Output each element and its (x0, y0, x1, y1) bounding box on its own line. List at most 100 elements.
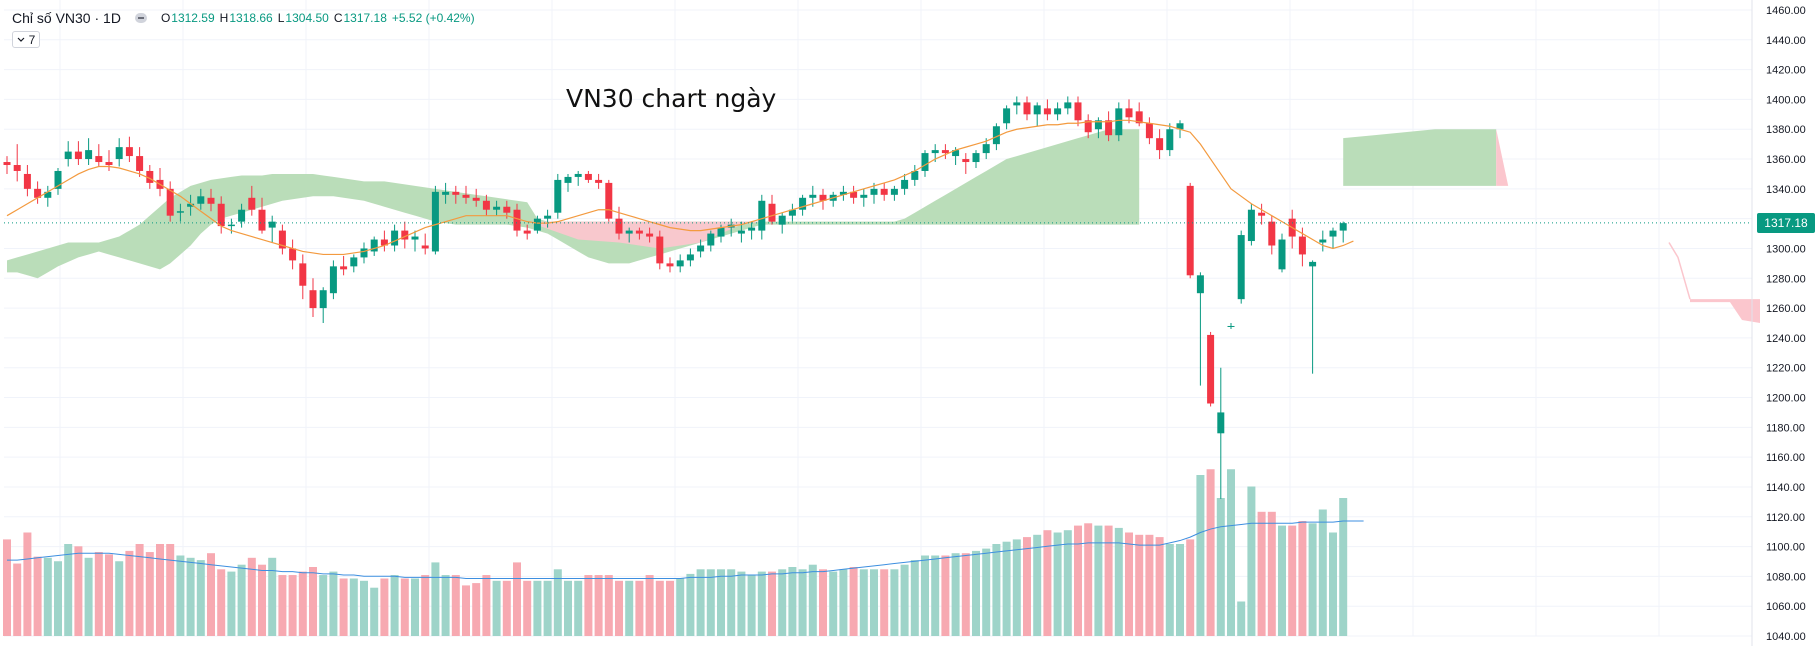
candle-body (1145, 123, 1153, 139)
candle-body (1278, 239, 1286, 270)
candle-body (278, 230, 286, 249)
candle-body (1258, 212, 1266, 216)
candle-body (952, 150, 960, 157)
candle-body (788, 209, 796, 216)
volume-bar (1257, 511, 1266, 636)
candle-body (452, 191, 460, 195)
grid (4, 0, 1752, 637)
volume-bar (757, 571, 766, 636)
candle-body (207, 197, 215, 204)
volume-bar (329, 571, 338, 636)
change-value: +5.52 (+0.42%) (391, 11, 475, 25)
volume-bar (564, 580, 572, 636)
candle-body (748, 227, 756, 231)
y-tick-label: 1240.00 (1766, 333, 1806, 345)
volume-bar (360, 580, 368, 636)
ma-polyline (6, 119, 1354, 256)
symbol-title[interactable]: Chỉ số VN30 · 1D (12, 10, 121, 26)
candle-body (717, 227, 725, 237)
volume-bar (727, 569, 736, 636)
y-tick-label: 1340.00 (1766, 184, 1806, 196)
minus-icon[interactable] (134, 13, 147, 23)
candle-body (1064, 102, 1072, 109)
candle-body (625, 230, 633, 234)
candle-body (64, 151, 72, 160)
candle-body (136, 156, 144, 171)
last-price-label: 1317.18 (1757, 213, 1815, 233)
y-tick-label: 1200.00 (1766, 393, 1806, 405)
ichimoku-cloud (7, 129, 1760, 323)
open-value: 1312.59 (171, 11, 215, 25)
candle-body (941, 150, 949, 154)
volume-bar (798, 569, 807, 636)
candle-body (921, 153, 929, 171)
volume-bar (982, 548, 991, 636)
high-label: H (219, 11, 229, 25)
volume-bar (451, 575, 460, 636)
volume-bar (217, 569, 226, 636)
candle-body (1319, 239, 1327, 243)
moving-average-line (6, 119, 1354, 256)
volume-bar (13, 563, 22, 636)
volume-bar (1165, 544, 1174, 636)
volume-bar (298, 571, 307, 636)
close-label: C (333, 11, 343, 25)
candle-body (860, 194, 868, 198)
cloud-bull-area (7, 129, 1140, 279)
volume-ma-line (7, 520, 1364, 579)
volume-bar (1206, 469, 1215, 636)
volume-bar (421, 575, 430, 636)
volume-bar (43, 557, 52, 636)
candle-body (646, 233, 654, 237)
candle-body (146, 170, 154, 183)
volume-bar (390, 575, 399, 636)
volume-bar (1094, 525, 1103, 636)
candle-body (962, 159, 970, 163)
volume-bar (1267, 511, 1276, 636)
volume-bar (961, 553, 970, 636)
candle-body (197, 196, 205, 204)
volume-bar (176, 555, 185, 636)
candle-body (95, 156, 103, 163)
volume-bar (54, 561, 62, 636)
candle-body (462, 194, 470, 198)
candle-body (778, 215, 786, 225)
volume-bar (462, 585, 470, 636)
volume-bar (1237, 601, 1246, 636)
y-tick-label: 1120.00 (1766, 512, 1805, 524)
volume-bar (441, 575, 450, 636)
volume-bar (1145, 534, 1154, 636)
candle-body (605, 182, 613, 219)
candle-body (166, 188, 174, 216)
candle-body (1094, 120, 1102, 130)
volume-bar (1227, 469, 1235, 636)
candle-body (380, 239, 388, 246)
volume-bar (543, 580, 552, 636)
collapse-count: 7 (28, 32, 36, 47)
candle-body (972, 153, 980, 163)
candle-body (901, 179, 909, 189)
price-axis: 1460.00 1440.00 1420.00 1400.00 1380.00 1360.… (1751, 0, 1806, 646)
candle-body (523, 230, 531, 234)
volume-bar (880, 569, 889, 636)
candle-body (227, 224, 235, 227)
candle-body (105, 162, 113, 166)
chevron-down-icon (17, 37, 25, 42)
y-tick-label: 1360.00 (1766, 154, 1806, 166)
volume-bar (972, 550, 980, 636)
indicators-collapse-button[interactable]: 7 (12, 31, 40, 48)
candle-body (482, 200, 490, 210)
candle-body (23, 173, 31, 189)
y-tick-label: 1160.00 (1766, 452, 1805, 464)
volume-bar (3, 539, 11, 636)
chart-annotation[interactable]: VN30 chart ngày (566, 84, 777, 113)
candle-body (615, 218, 623, 234)
y-tick-label: 1400.00 (1766, 94, 1806, 106)
volume-bar (237, 564, 246, 636)
volume-bar (686, 573, 695, 636)
chart-header: Chỉ số VN30 · 1D O1312.59 H1318.66 L1304… (12, 8, 475, 28)
candle-body (1125, 108, 1133, 118)
candle-body (1339, 223, 1347, 231)
volume-bar (33, 556, 42, 636)
